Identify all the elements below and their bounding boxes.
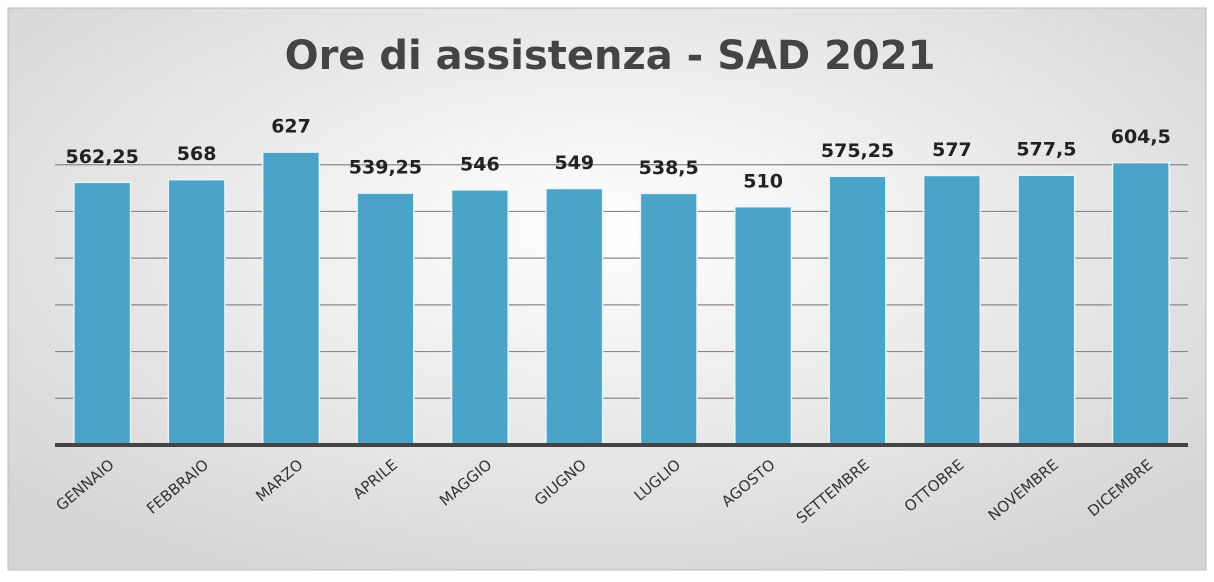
bar xyxy=(261,151,321,446)
bar xyxy=(922,174,982,446)
bar xyxy=(450,189,509,446)
bar xyxy=(356,192,415,446)
data-label: 575,25 xyxy=(821,140,894,162)
bar xyxy=(639,192,698,446)
data-label: 577 xyxy=(932,139,972,161)
data-label: 510 xyxy=(743,170,783,192)
data-label: 538,5 xyxy=(639,157,699,179)
data-label: 604,5 xyxy=(1111,126,1171,148)
data-label: 577,5 xyxy=(1016,139,1076,161)
bar xyxy=(734,206,793,446)
bar xyxy=(828,175,887,446)
data-label: 568 xyxy=(177,143,217,165)
bar xyxy=(1111,161,1170,446)
chart-title: Ore di assistenza - SAD 2021 xyxy=(285,33,936,79)
data-label: 562,25 xyxy=(66,146,139,168)
bar xyxy=(167,178,226,446)
data-label: 546 xyxy=(460,153,500,175)
data-label: 549 xyxy=(554,152,594,174)
data-label: 627 xyxy=(271,116,311,138)
bar xyxy=(1017,174,1076,446)
data-label: 539,25 xyxy=(349,157,422,179)
bar xyxy=(545,187,604,446)
bar xyxy=(73,181,132,446)
